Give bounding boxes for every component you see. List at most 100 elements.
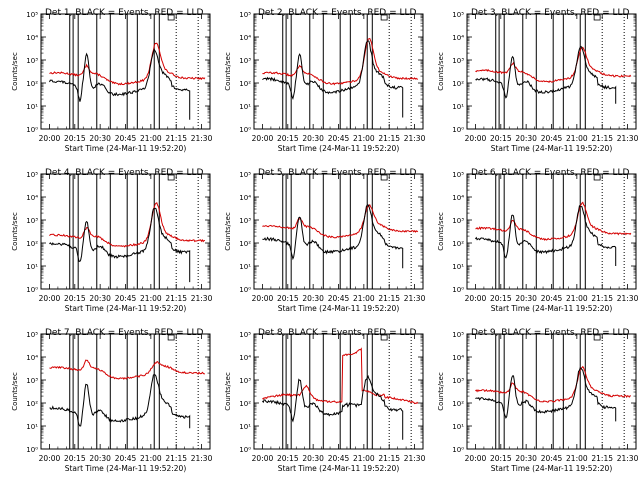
panel-7: Det 7, BLACK = Events, RED = LLD Counts/s…	[11, 328, 213, 473]
panel-7-xtick-label: 20:30	[89, 454, 111, 463]
panel-3-xtick-label: 20:15	[490, 134, 512, 143]
panel-3-xtick-label: 20:30	[515, 134, 537, 143]
panel-1: Det 1, BLACK = Events, RED = LLD Counts/s…	[11, 8, 213, 153]
panel-8-xtick-label: 21:00	[353, 454, 375, 463]
panel-9-frame	[466, 333, 637, 450]
panel-2-series-events	[262, 40, 404, 118]
panel-3-xlabel: Start Time (24-Mar-11 19:52:20)	[491, 144, 613, 153]
panel-4-marker	[167, 174, 175, 181]
panel-6-frame	[466, 173, 637, 290]
panel-4-xtick-label: 20:45	[115, 294, 137, 303]
panel-8-xtick-label: 20:15	[277, 454, 299, 463]
panel-7-series-events	[49, 374, 191, 429]
panel-1-ytick-label: 10¹	[26, 103, 38, 111]
panel-5-xtick-label: 21:30	[404, 294, 426, 303]
panel-9-ytick-label: 10⁵	[452, 331, 464, 339]
panel-5-ytick-label: 10⁰	[239, 286, 251, 294]
panel-1-frame	[40, 13, 211, 130]
panel-4-ytick-label: 10²	[26, 240, 38, 248]
panel-6-ylabel: Counts/sec	[437, 212, 445, 251]
panel-1-marker	[167, 14, 175, 21]
panel-7-xtick-label: 21:30	[191, 454, 213, 463]
panel-1-title: Det 1, BLACK = Events, RED = LLD	[45, 8, 204, 18]
panel-5-xtick-label: 21:15	[378, 294, 400, 303]
panel-8-series-events	[262, 374, 404, 440]
panel-5-marker	[380, 174, 388, 181]
panel-7-frame	[40, 333, 211, 450]
panel-6-xlabel: Start Time (24-Mar-11 19:52:20)	[491, 304, 613, 313]
panel-4-xtick-label: 20:15	[64, 294, 86, 303]
panel-6-ytick-label: 10⁴	[452, 194, 464, 202]
panel-5-series-events	[262, 204, 404, 269]
panel-1-xtick-label: 20:00	[39, 134, 61, 143]
panel-7-ytick-label: 10²	[26, 400, 38, 408]
panel-5-ytick-label: 10⁴	[239, 194, 251, 202]
panel-3-ytick-label: 10⁰	[452, 126, 464, 134]
panel-9-ytick-label: 10¹	[452, 423, 464, 431]
panel-6-series-lld	[475, 201, 632, 241]
panel-9-ytick-label: 10⁴	[452, 354, 464, 362]
panel-4-frame	[40, 173, 211, 290]
panel-1-xlabel: Start Time (24-Mar-11 19:52:20)	[65, 144, 187, 153]
panel-8-frame	[253, 333, 424, 450]
panel-7-ylabel: Counts/sec	[11, 372, 19, 411]
panel-1-ytick-label: 10³	[26, 57, 38, 65]
panel-2-xtick-label: 20:00	[252, 134, 274, 143]
panel-8-title: Det 8, BLACK = Events, RED = LLD	[258, 328, 417, 338]
panel-6-ytick-label: 10⁰	[452, 286, 464, 294]
panel-2-xlabel: Start Time (24-Mar-11 19:52:20)	[278, 144, 400, 153]
panel-8-ytick-label: 10⁰	[239, 446, 251, 454]
panel-8-ytick-label: 10¹	[239, 423, 251, 431]
panel-5-series-lld	[262, 203, 419, 239]
panel-7-xtick-label: 21:15	[165, 454, 187, 463]
panel-6-xtick-label: 21:15	[591, 294, 613, 303]
panel-5-title: Det 5, BLACK = Events, RED = LLD	[258, 168, 417, 178]
panel-9-series-events	[475, 367, 617, 422]
panel-4-ytick-label: 10⁰	[26, 286, 38, 294]
panel-3-xtick-label: 21:30	[617, 134, 639, 143]
panel-9: Det 9, BLACK = Events, RED = LLD Counts/s…	[437, 328, 639, 473]
panel-8-xlabel: Start Time (24-Mar-11 19:52:20)	[278, 464, 400, 473]
panel-3-ytick-label: 10⁴	[452, 34, 464, 42]
panel-2-ytick-label: 10³	[239, 57, 251, 65]
panel-6-ytick-label: 10²	[452, 240, 464, 248]
panel-5-ylabel: Counts/sec	[224, 212, 232, 251]
panel-6-title: Det 6, BLACK = Events, RED = LLD	[471, 168, 630, 178]
panel-3: Det 3, BLACK = Events, RED = LLD Counts/s…	[437, 8, 639, 153]
panel-1-xtick-label: 20:15	[64, 134, 86, 143]
panel-8-xtick-label: 21:30	[404, 454, 426, 463]
panel-7-marker	[167, 334, 175, 341]
panel-9-ytick-label: 10³	[452, 377, 464, 385]
panel-2-series-lld	[262, 37, 419, 86]
panel-8-xtick-label: 20:45	[328, 454, 350, 463]
panel-6-xtick-label: 21:30	[617, 294, 639, 303]
panel-3-ytick-label: 10²	[452, 80, 464, 88]
panel-3-ytick-label: 10¹	[452, 103, 464, 111]
panel-6-ytick-label: 10¹	[452, 263, 464, 271]
panel-5-ytick-label: 10¹	[239, 263, 251, 271]
panel-5-ytick-label: 10⁵	[239, 171, 251, 179]
panel-9-ylabel: Counts/sec	[437, 372, 445, 411]
panel-7-title: Det 7, BLACK = Events, RED = LLD	[45, 328, 204, 338]
panel-3-ytick-label: 10³	[452, 57, 464, 65]
panel-5-xtick-label: 21:00	[353, 294, 375, 303]
panel-2-frame	[253, 13, 424, 130]
panel-7-xtick-label: 20:45	[115, 454, 137, 463]
panel-2-ytick-label: 10⁵	[239, 11, 251, 19]
panel-5-xtick-label: 20:00	[252, 294, 274, 303]
panel-6-xtick-label: 20:30	[515, 294, 537, 303]
panel-9-ytick-label: 10²	[452, 400, 464, 408]
panel-6-xtick-label: 20:00	[465, 294, 487, 303]
panel-9-xtick-label: 21:15	[591, 454, 613, 463]
panel-1-ytick-label: 10⁵	[26, 11, 38, 19]
panel-2-xtick-label: 21:15	[378, 134, 400, 143]
panel-8-ytick-label: 10⁵	[239, 331, 251, 339]
panel-7-xtick-label: 20:00	[39, 454, 61, 463]
panel-9-xtick-label: 20:00	[465, 454, 487, 463]
panel-9-marker	[593, 334, 601, 341]
panel-9-ytick-label: 10⁰	[452, 446, 464, 454]
panel-1-ytick-label: 10⁴	[26, 34, 38, 42]
panel-7-xtick-label: 20:15	[64, 454, 86, 463]
panel-4-ytick-label: 10³	[26, 217, 38, 225]
panel-3-xtick-label: 20:00	[465, 134, 487, 143]
